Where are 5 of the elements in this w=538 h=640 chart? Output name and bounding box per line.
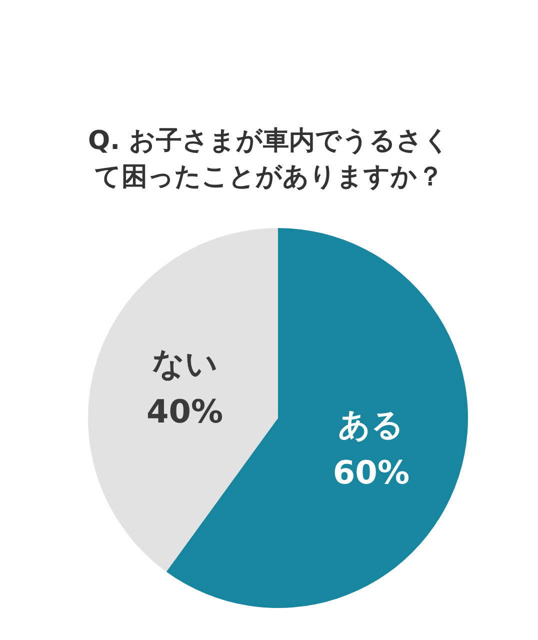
data-label: 40% — [146, 392, 224, 431]
data-label: 60% — [332, 453, 410, 492]
slice-label: ない — [152, 344, 218, 383]
slice-label: ある — [338, 405, 404, 444]
chart-title: Q. お子さまが車内でうるさくて困ったことがありますか？ — [88, 126, 450, 192]
